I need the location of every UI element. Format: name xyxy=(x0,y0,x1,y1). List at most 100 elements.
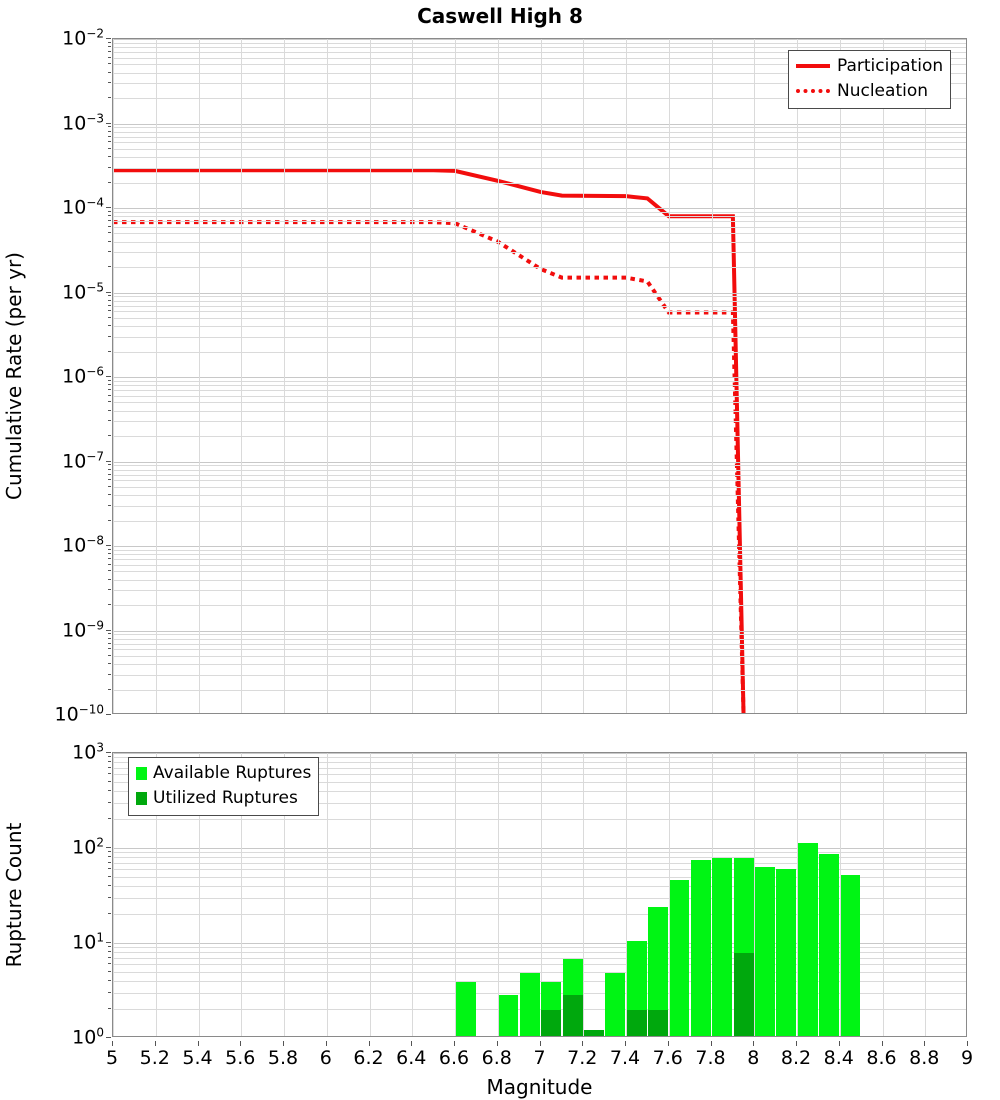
y-tick-mark-minor xyxy=(108,226,111,227)
y-tick-mark-minor xyxy=(108,479,111,480)
x-tick-mark xyxy=(625,1041,626,1046)
y-tick-mark-minor xyxy=(108,549,111,550)
histogram-bar-utilized xyxy=(584,1030,604,1036)
top-plot-y-ticks: 10−210−310−410−510−610−710−810−910−10 xyxy=(0,38,104,714)
histogram-bar-available xyxy=(841,875,861,1036)
y-tick-mark-minor xyxy=(108,141,111,142)
x-tick-label: 6 xyxy=(320,1047,332,1069)
y-tick-label: 10−2 xyxy=(62,26,104,49)
x-tick-mark xyxy=(967,1041,968,1046)
y-tick-mark-minor xyxy=(108,474,111,475)
y-tick-mark xyxy=(106,376,111,377)
y-tick-mark-minor xyxy=(108,211,111,212)
y-tick-label: 101 xyxy=(72,930,104,953)
y-tick-mark-minor xyxy=(108,295,111,296)
y-tick-mark-minor xyxy=(108,570,111,571)
y-tick-mark-minor xyxy=(108,971,111,972)
y-tick-mark-minor xyxy=(108,63,111,64)
y-tick-mark-minor xyxy=(108,781,111,782)
gridline-vertical xyxy=(113,753,114,1036)
gridline-vertical xyxy=(498,39,499,713)
y-tick-mark xyxy=(106,630,111,631)
legend-item: Available Ruptures xyxy=(136,762,311,785)
gridline-vertical xyxy=(284,39,285,713)
top-plot-frame xyxy=(112,38,967,714)
x-tick-mark xyxy=(668,1041,669,1046)
gridline-vertical xyxy=(455,39,456,713)
x-tick-mark xyxy=(882,1041,883,1046)
y-tick-mark-minor xyxy=(108,82,111,83)
y-tick-mark xyxy=(106,545,111,546)
x-tick-mark xyxy=(454,1041,455,1046)
histogram-bar-available xyxy=(563,959,583,1036)
gridline-vertical xyxy=(199,39,200,713)
y-tick-mark-minor xyxy=(108,790,111,791)
y-tick-mark-minor xyxy=(108,156,111,157)
y-tick-mark-minor xyxy=(108,131,111,132)
histogram-bar-utilized xyxy=(563,995,583,1036)
y-tick-mark-minor xyxy=(108,558,111,559)
y-tick-mark-minor xyxy=(108,897,111,898)
x-tick-label: 6.6 xyxy=(439,1047,469,1069)
legend-label: Nucleation xyxy=(837,80,928,103)
dotted-line-icon xyxy=(796,89,830,93)
y-tick-mark-minor xyxy=(108,182,111,183)
y-tick-mark-minor xyxy=(108,401,111,402)
color-swatch-icon xyxy=(136,792,147,805)
page-title: Caswell High 8 xyxy=(0,4,1000,28)
y-tick-mark-minor xyxy=(108,655,111,656)
x-tick-mark xyxy=(796,1041,797,1046)
y-tick-mark xyxy=(106,207,111,208)
y-tick-mark-minor xyxy=(108,51,111,52)
gridline-vertical xyxy=(712,39,713,713)
y-tick-mark-minor xyxy=(108,251,111,252)
histogram-bar-available xyxy=(712,858,732,1036)
y-tick-mark-minor xyxy=(108,72,111,73)
y-tick-label: 10−8 xyxy=(62,533,104,556)
y-tick-label: 10−10 xyxy=(54,702,104,725)
x-tick-mark xyxy=(112,1041,113,1046)
y-tick-mark-minor xyxy=(108,494,111,495)
y-tick-mark-minor xyxy=(108,674,111,675)
x-tick-mark xyxy=(240,1041,241,1046)
histogram-bar-utilized xyxy=(541,1010,561,1036)
y-tick-mark xyxy=(106,714,111,715)
y-tick-mark xyxy=(106,461,111,462)
y-tick-mark-minor xyxy=(108,300,111,301)
y-tick-mark-minor xyxy=(108,136,111,137)
y-tick-mark-minor xyxy=(108,564,111,565)
x-tick-label: 5.6 xyxy=(225,1047,255,1069)
y-tick-mark-minor xyxy=(108,951,111,952)
y-tick-mark xyxy=(106,123,111,124)
y-tick-mark-minor xyxy=(108,317,111,318)
top-plot-legend: ParticipationNucleation xyxy=(788,50,951,109)
y-tick-label: 10−5 xyxy=(62,280,104,303)
y-tick-mark-minor xyxy=(108,42,111,43)
legend-item: Participation xyxy=(796,55,943,78)
legend-label: Participation xyxy=(837,55,943,78)
x-tick-label: 7.8 xyxy=(695,1047,725,1069)
y-tick-mark-minor xyxy=(108,351,111,352)
histogram-bar-available xyxy=(499,995,519,1036)
x-tick-label: 6.4 xyxy=(396,1047,426,1069)
x-tick-mark xyxy=(497,1041,498,1046)
x-tick-mark xyxy=(326,1041,327,1046)
y-tick-mark-minor xyxy=(108,553,111,554)
y-tick-mark-minor xyxy=(108,486,111,487)
y-tick-label: 10−4 xyxy=(62,195,104,218)
y-tick-mark-minor xyxy=(108,633,111,634)
y-tick-mark-minor xyxy=(108,604,111,605)
histogram-bar-available xyxy=(819,854,839,1036)
y-tick-mark-minor xyxy=(108,992,111,993)
y-tick-mark-minor xyxy=(108,818,111,819)
y-tick-label: 10−9 xyxy=(62,618,104,641)
y-tick-mark-minor xyxy=(108,241,111,242)
gridline-vertical xyxy=(412,753,413,1036)
y-tick-mark-minor xyxy=(108,767,111,768)
x-tick-label: 6.2 xyxy=(353,1047,383,1069)
y-tick-mark-minor xyxy=(108,761,111,762)
gridline-vertical xyxy=(370,753,371,1036)
y-tick-mark-minor xyxy=(108,851,111,852)
y-tick-mark-minor xyxy=(108,410,111,411)
gridline-vertical xyxy=(113,39,114,713)
